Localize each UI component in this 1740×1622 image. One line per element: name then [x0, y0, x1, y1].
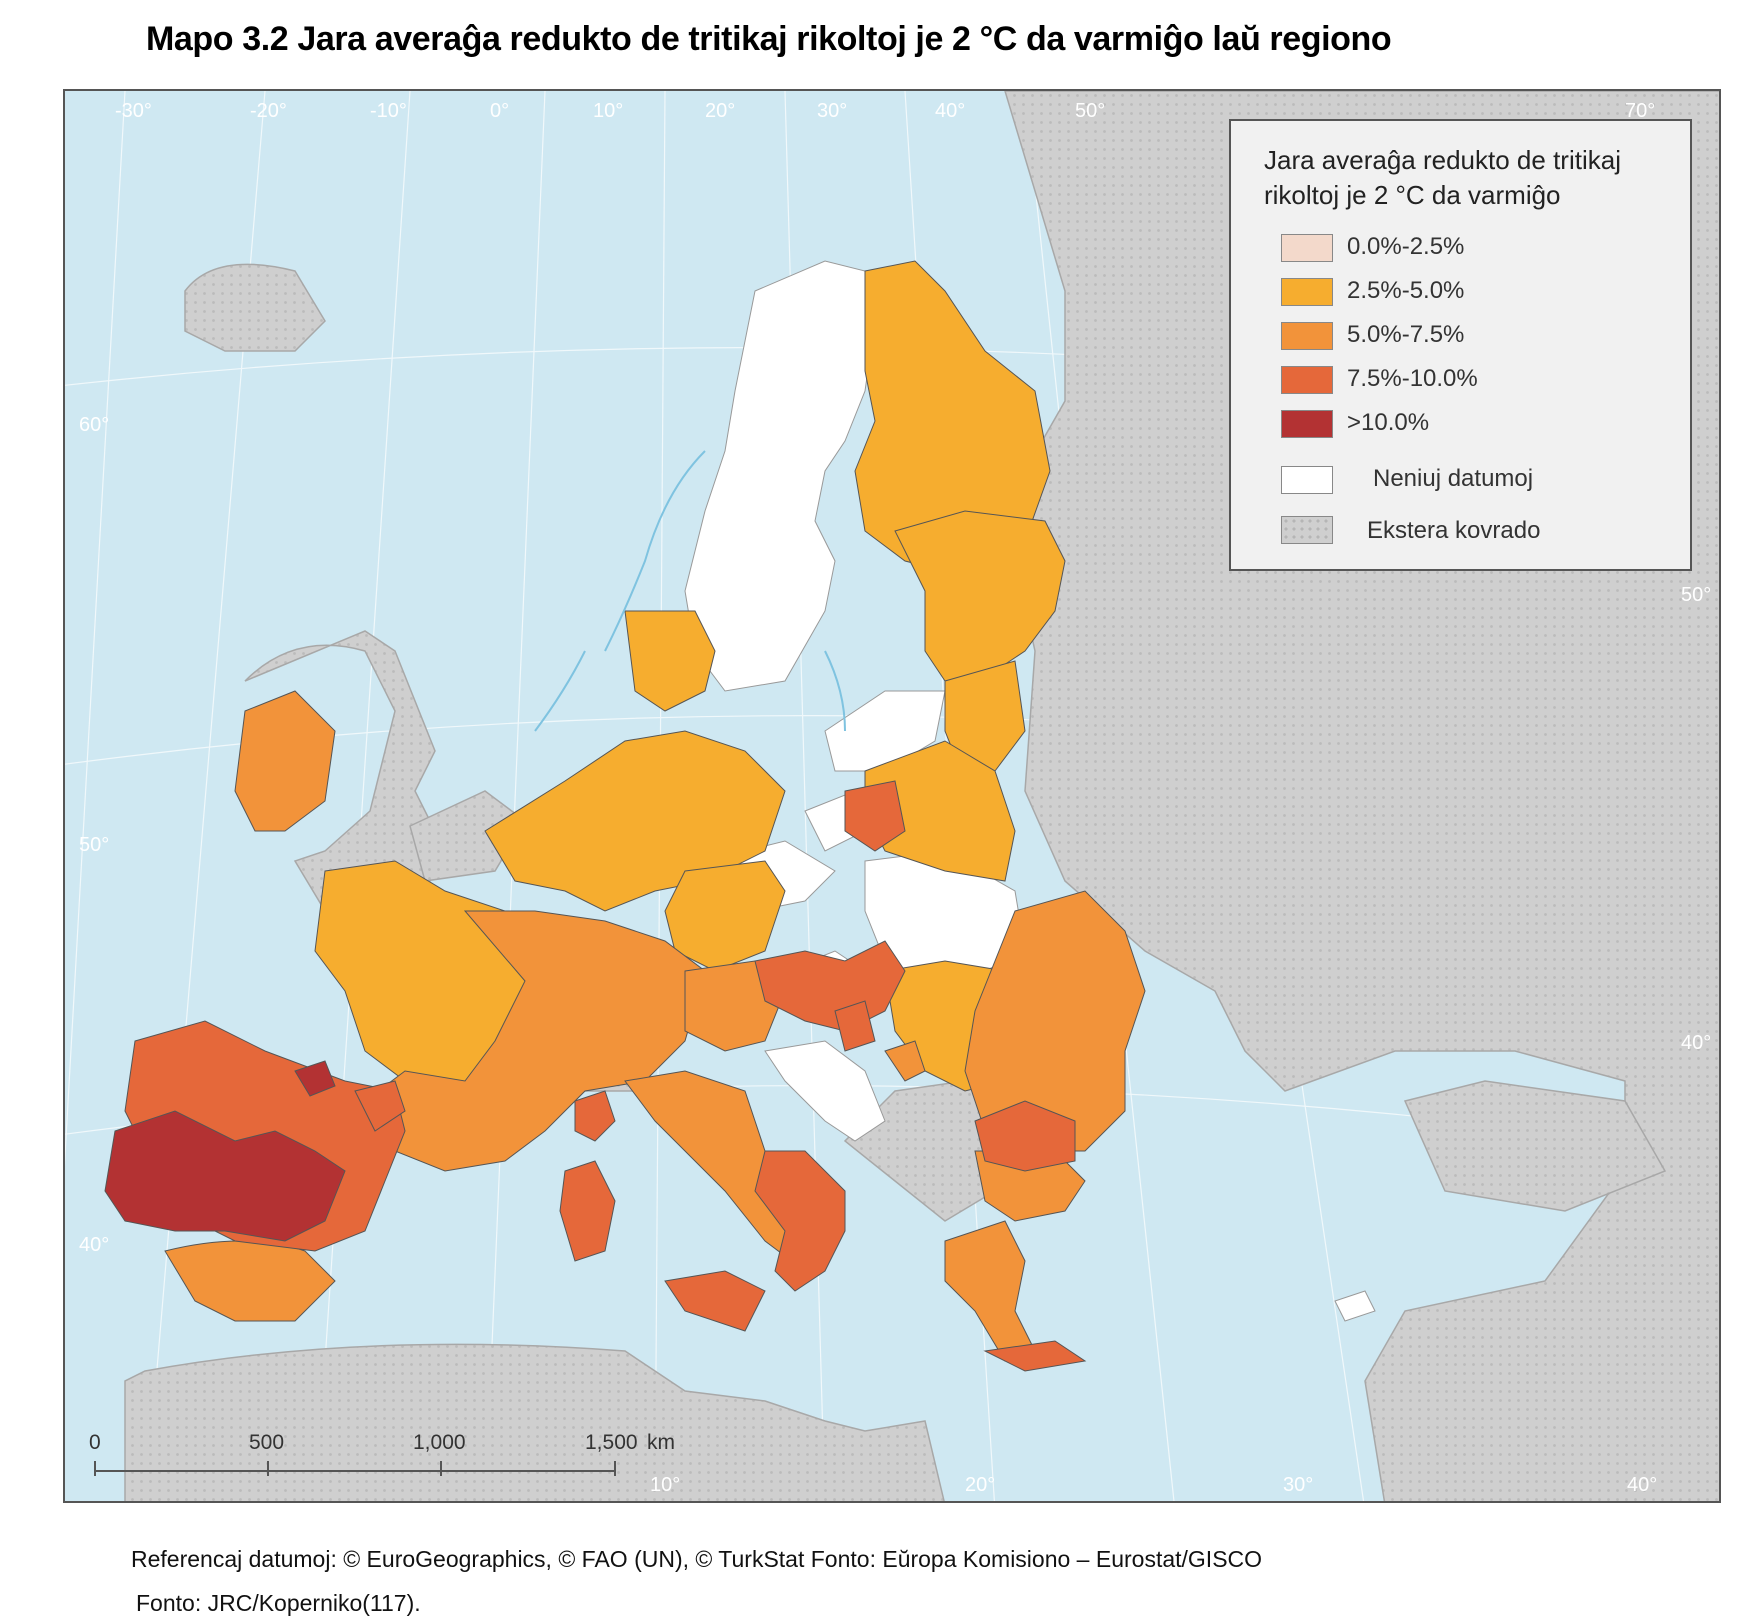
lon-label-bottom-30: 30°: [1283, 1474, 1313, 1496]
legend-label-outside: Ekstera kovrado: [1367, 517, 1541, 544]
lon-label-minus-10: -10°: [370, 100, 407, 122]
class-over-10-regions: [104, 1060, 346, 1242]
legend-label-2-5-5: 2.5%-5.0%: [1347, 277, 1465, 304]
legend-swatch-over-10: [1281, 410, 1333, 438]
scale-tick-0: 0: [89, 1431, 101, 1454]
lon-label-10: 10°: [593, 100, 623, 122]
scale-bar: [94, 1461, 616, 1476]
class-2-5-to-5-0-regions: [314, 260, 1066, 1092]
lat-label-right-40: 40°: [1681, 1032, 1711, 1054]
lon-label-50: 50°: [1075, 100, 1105, 122]
lon-label-70: 70°: [1625, 100, 1655, 122]
coastline-accents: [534, 450, 846, 732]
scale-unit: km: [647, 1431, 675, 1454]
lon-label-bottom-10: 10°: [650, 1474, 680, 1496]
legend-swatch-5-7-5: [1281, 322, 1333, 350]
lon-label-minus-30: -30°: [115, 100, 152, 122]
lon-label-30: 30°: [817, 100, 847, 122]
legend-label-7-5-10: 7.5%-10.0%: [1347, 365, 1478, 392]
legend-label-5-7-5: 5.0%-7.5%: [1347, 321, 1465, 348]
scale-tick-500: 500: [249, 1431, 285, 1454]
legend-swatch-outside: [1281, 516, 1333, 544]
source-note: Fonto: JRC/Koperniko(117).: [136, 1590, 421, 1616]
class-5-0-to-7-5-regions: [164, 690, 1146, 1362]
lon-label-bottom-40: 40°: [1627, 1474, 1657, 1496]
legend-label-0-2-5: 0.0%-2.5%: [1347, 233, 1465, 260]
lon-label-bottom-20: 20°: [965, 1474, 995, 1496]
legend-swatch-2-5-5: [1281, 278, 1333, 306]
lat-label-40: 40°: [79, 1234, 109, 1256]
scale-tick-1500: 1,500: [585, 1431, 638, 1454]
lon-label-40: 40°: [935, 100, 965, 122]
lat-label-50: 50°: [79, 834, 109, 856]
map-title: Mapo 3.2 Jara averaĝa redukto de tritika…: [146, 20, 1392, 58]
lat-label-60: 60°: [79, 414, 109, 436]
lon-label-0: 0°: [490, 100, 509, 122]
legend-swatch-0-2-5: [1281, 234, 1333, 262]
legend-title: Jara averaĝa redukto de tritikaj rikolto…: [1264, 145, 1621, 210]
legend-label-over-10: >10.0%: [1347, 409, 1430, 436]
lat-label-right-50: 50°: [1681, 584, 1711, 606]
legend-swatch-no-data: [1281, 466, 1333, 494]
legend-swatch-7-5-10: [1281, 366, 1333, 394]
graticule-labels: -30° -20° -10° 0° 10° 20° 30° 40° 50° 70…: [79, 100, 1711, 1496]
reference-data-note: Referencaj datumoj: © EuroGeographics, ©…: [131, 1546, 1263, 1572]
map-legend: Jara averaĝa redukto de tritikaj rikolto…: [1229, 119, 1692, 571]
map-frame[interactable]: -30° -20° -10° 0° 10° 20° 30° 40° 50° 70…: [63, 89, 1721, 1503]
legend-label-no-data: Neniuj datumoj: [1373, 465, 1534, 492]
scale-tick-1000: 1,000: [413, 1431, 466, 1454]
lon-label-minus-20: -20°: [250, 100, 287, 122]
lon-label-20: 20°: [705, 100, 735, 122]
